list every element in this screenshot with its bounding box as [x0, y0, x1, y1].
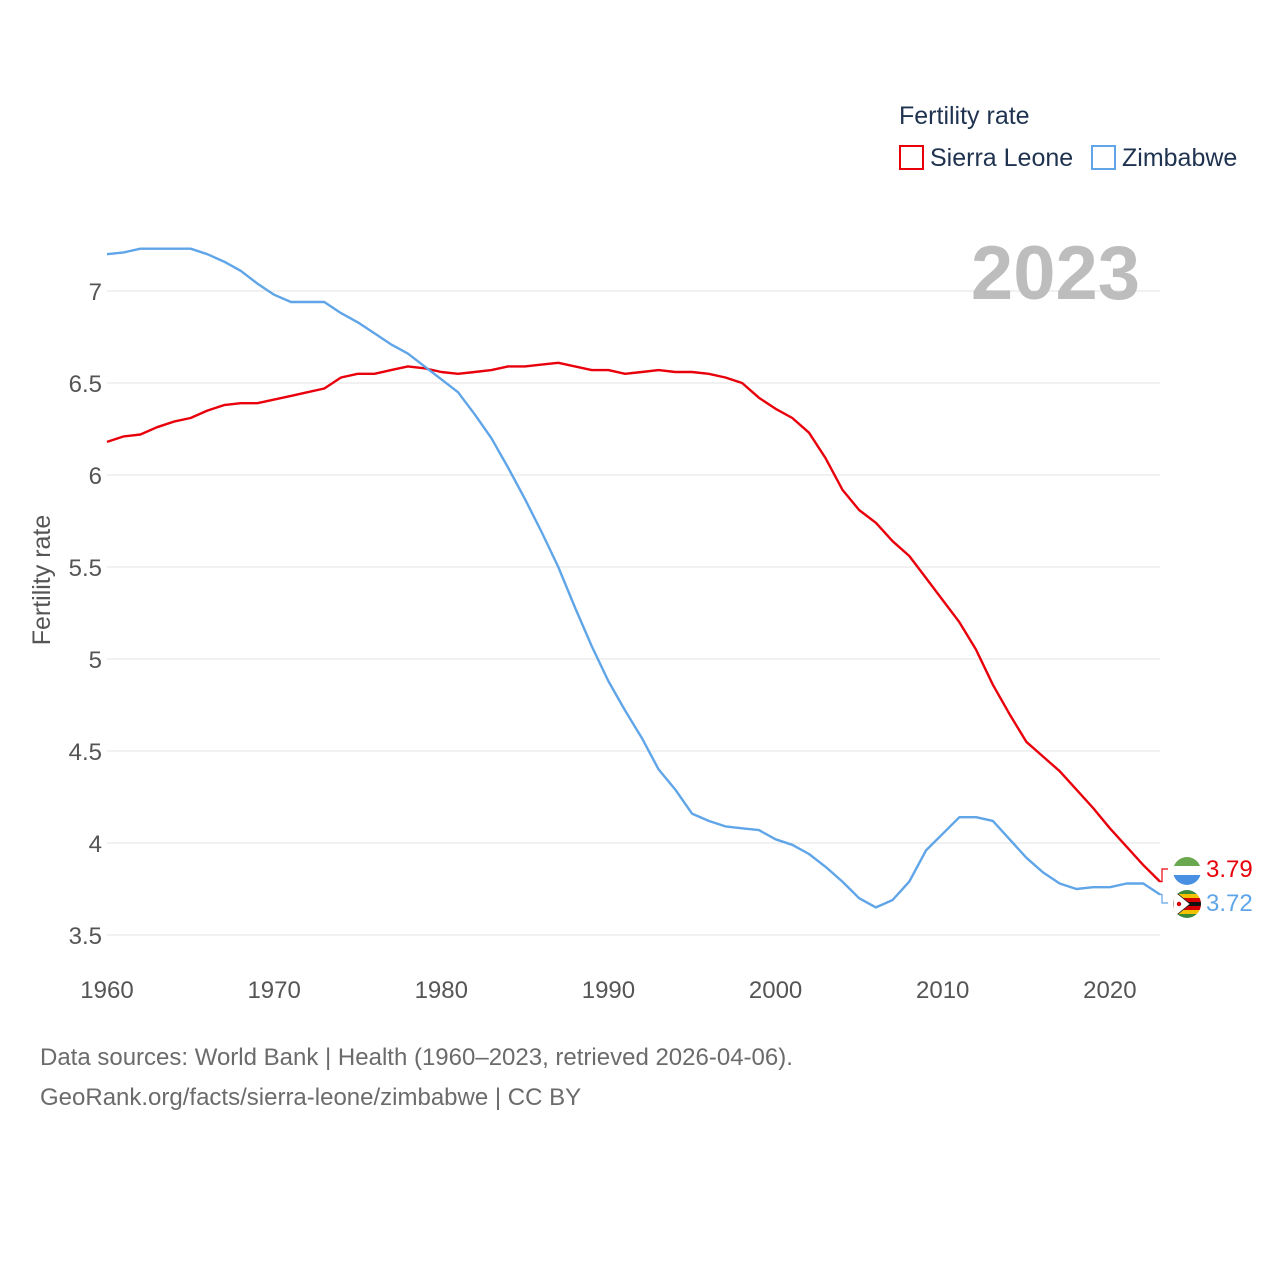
legend: Fertility rate Sierra Leone Zimbabwe [899, 102, 1237, 172]
footer-attribution: GeoRank.org/facts/sierra-leone/zimbabwe … [40, 1084, 582, 1111]
end-value-label: 3.79 [1206, 856, 1253, 883]
end-connector [1160, 893, 1168, 904]
line-chart: Fertility rate Sierra Leone Zimbabwe 3.5… [28, 102, 1253, 1004]
end-connector [1160, 868, 1168, 883]
series-line-sierra-leone [106, 361, 1161, 883]
end-value-label: 3.72 [1206, 890, 1253, 917]
y-tick-label: 5.5 [69, 555, 102, 582]
legend-label-sierra-leone: Sierra Leone [930, 144, 1073, 172]
series-lines [106, 247, 1161, 909]
x-tick-label: 1970 [247, 977, 300, 1004]
legend-swatch-zimbabwe [1091, 145, 1116, 170]
x-tick-label: 2010 [916, 977, 969, 1004]
sierra-leone-flag-icon [1173, 857, 1201, 885]
year-label: 2023 [971, 231, 1140, 316]
y-tick-label: 4 [89, 831, 102, 858]
x-tick-label: 2000 [749, 977, 802, 1004]
x-tick-label: 1990 [582, 977, 635, 1004]
y-tick-label: 3.5 [69, 923, 102, 950]
y-tick-label: 5 [89, 647, 102, 674]
y-tick-label: 4.5 [69, 739, 102, 766]
y-tick-label: 7 [89, 279, 102, 306]
y-tick-label: 6.5 [69, 371, 102, 398]
x-axis-ticks: 1960 1970 1980 1990 2000 2010 2020 [80, 977, 1136, 1004]
x-tick-label: 1960 [80, 977, 133, 1004]
zimbabwe-flag-icon [1173, 890, 1201, 918]
y-tick-label: 6 [89, 463, 102, 490]
y-axis-title: Fertility rate [28, 515, 56, 646]
footer-data-sources: Data sources: World Bank | Health (1960–… [40, 1044, 793, 1071]
x-tick-label: 2020 [1083, 977, 1136, 1004]
legend-title: Fertility rate [899, 102, 1030, 130]
x-tick-label: 1980 [415, 977, 468, 1004]
gridlines [107, 290, 1160, 936]
y-axis-ticks: 3.5 4 4.5 5 5.5 6 6.5 7 [69, 279, 102, 950]
series-line-zimbabwe [106, 247, 1161, 909]
legend-swatch-sierra-leone [899, 145, 924, 170]
legend-label-zimbabwe: Zimbabwe [1122, 144, 1237, 172]
end-markers: 3.79 3.72 [1160, 856, 1253, 917]
